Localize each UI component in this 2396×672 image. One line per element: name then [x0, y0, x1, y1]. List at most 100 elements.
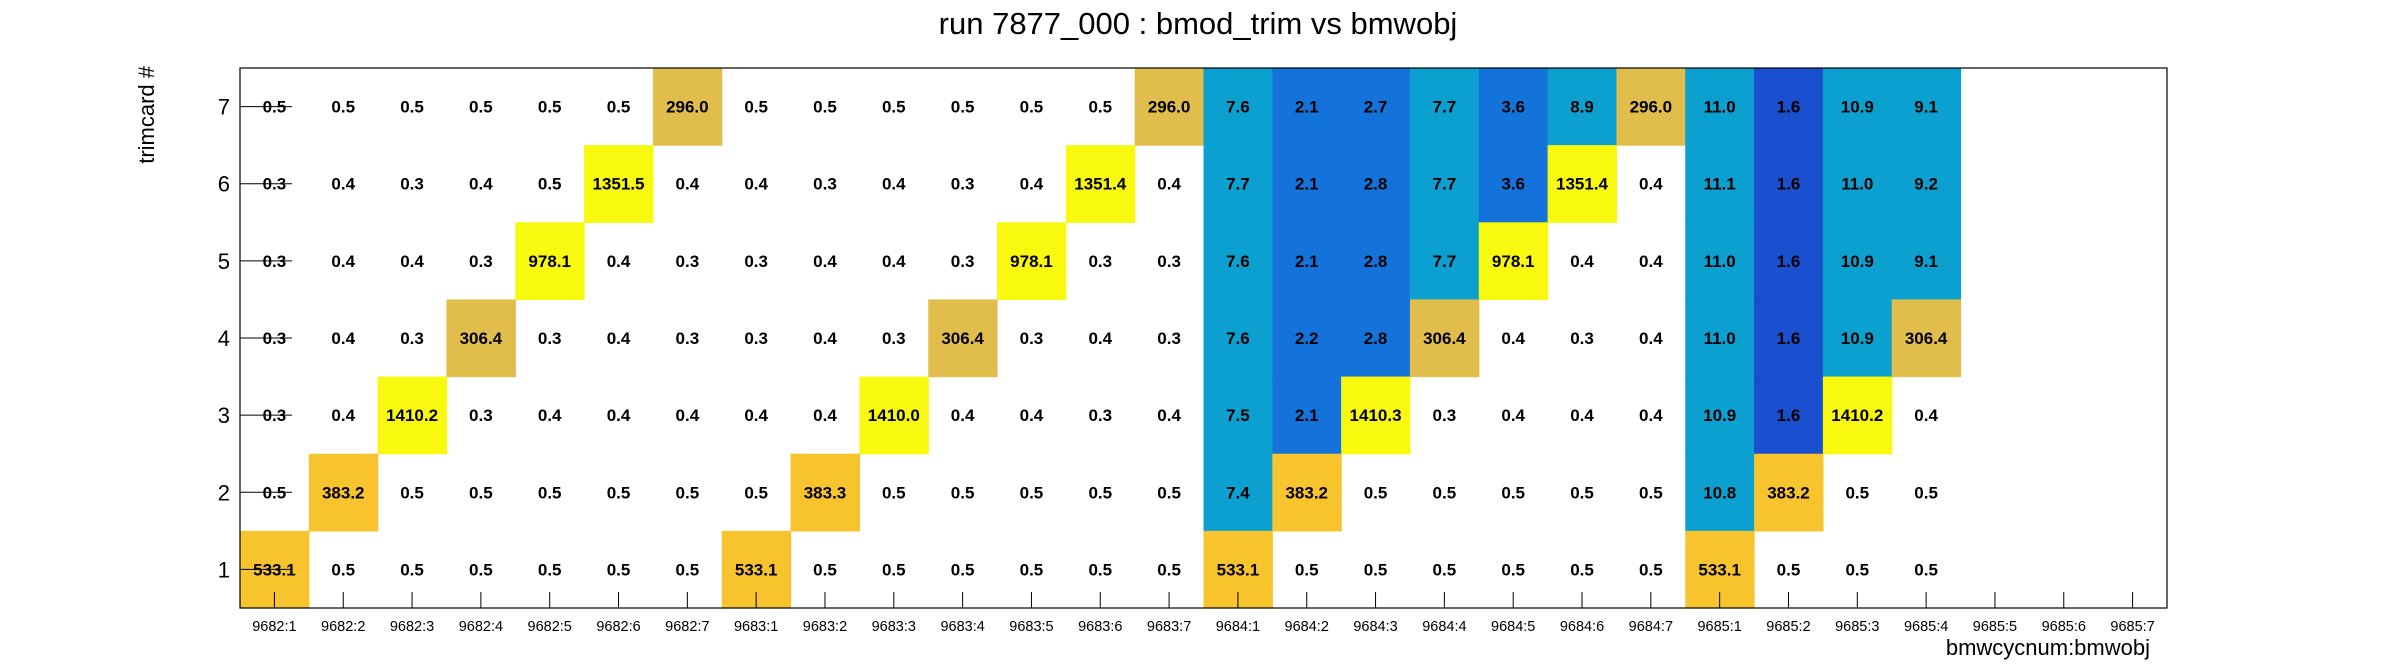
heatmap-cell — [1272, 299, 1342, 378]
heatmap-cell — [446, 299, 516, 378]
cell-value-label: 0.3 — [469, 406, 493, 425]
cell-value-label: 383.3 — [804, 483, 847, 502]
heatmap-cell — [1822, 145, 1893, 223]
cell-value-label: 306.4 — [460, 329, 503, 348]
cell-value-label: 0.3 — [676, 252, 700, 271]
cell-value-label: 0.5 — [1364, 483, 1388, 502]
cell-value-label: 0.5 — [1364, 560, 1388, 579]
cell-value-label: 0.5 — [400, 98, 424, 117]
cell-value-label: 0.5 — [607, 98, 631, 117]
cell-value-label: 0.5 — [331, 560, 355, 579]
cell-value-label: 0.4 — [1639, 175, 1663, 194]
cell-value-label: 0.4 — [744, 175, 768, 194]
heatmap-cell — [1685, 68, 1755, 146]
heatmap-cell — [515, 222, 585, 301]
cell-value-label: 0.4 — [744, 406, 768, 425]
heatmap-cell — [1203, 68, 1273, 146]
cell-value-label: 7.6 — [1226, 329, 1250, 348]
heatmap-cell — [1203, 376, 1273, 455]
cell-value-label: 0.4 — [882, 175, 906, 194]
heatmap-cell — [1272, 453, 1342, 532]
cell-value-label: 0.5 — [1088, 98, 1112, 117]
cell-value-label: 0.5 — [469, 560, 493, 579]
cell-value-label: 0.3 — [744, 329, 768, 348]
x-tick-label: 9683:4 — [940, 619, 984, 635]
heatmap-cell — [1547, 68, 1618, 146]
x-tick-label: 9683:7 — [1147, 619, 1191, 635]
cell-value-label: 2.8 — [1364, 175, 1388, 194]
heatmap-cell — [1272, 68, 1342, 146]
heatmap-cell — [859, 376, 929, 455]
x-tick-label: 9684:6 — [1560, 619, 1604, 635]
cell-value-label: 1410.2 — [1831, 406, 1883, 425]
cell-value-label: 0.3 — [538, 329, 562, 348]
y-tick-label: 6 — [218, 172, 230, 197]
x-tick-label: 9684:5 — [1491, 619, 1535, 635]
cell-value-label: 0.5 — [1845, 560, 1869, 579]
cell-value-label: 0.4 — [1570, 406, 1594, 425]
heatmap-cell — [1754, 145, 1824, 223]
heatmap-cell — [1478, 145, 1549, 223]
heatmap-cell — [997, 222, 1067, 301]
cell-value-label: 2.1 — [1295, 406, 1319, 425]
cell-value-label: 11.1 — [1704, 175, 1736, 194]
x-tick-label: 9685:5 — [1973, 619, 2017, 635]
heatmap-cell — [1685, 222, 1755, 301]
y-tick-label: 4 — [218, 326, 230, 351]
x-tick-label: 9684:4 — [1422, 619, 1466, 635]
cell-value-label: 11.0 — [1841, 175, 1873, 194]
cell-value-label: 383.2 — [322, 483, 365, 502]
cell-value-label: 296.0 — [666, 98, 709, 117]
cell-value-label: 7.5 — [1226, 406, 1250, 425]
cell-value-label: 7.6 — [1226, 252, 1250, 271]
cell-value-label: 0.3 — [400, 175, 424, 194]
x-tick-label: 9685:4 — [1904, 619, 1948, 635]
cell-value-label: 11.0 — [1704, 329, 1736, 348]
cell-value-label: 0.4 — [469, 175, 493, 194]
heatmap-cell — [1754, 222, 1824, 301]
y-tick-label: 7 — [218, 95, 230, 120]
cell-value-label: 2.2 — [1295, 329, 1319, 348]
cell-value-label: 0.4 — [331, 175, 355, 194]
cell-value-label: 0.5 — [1020, 483, 1044, 502]
cell-value-label: 0.5 — [1088, 560, 1112, 579]
heatmap-cell — [1341, 68, 1411, 146]
cell-value-label: 0.5 — [469, 483, 493, 502]
cell-value-label: 0.3 — [744, 252, 768, 271]
heatmap-cell — [1203, 453, 1273, 532]
cell-value-label: 11.0 — [1704, 98, 1736, 117]
cell-value-label: 383.2 — [1285, 483, 1328, 502]
cell-value-label: 0.5 — [676, 483, 700, 502]
heatmap-cell — [1272, 222, 1342, 301]
cell-value-label: 11.0 — [1704, 252, 1736, 271]
heatmap-cell — [1616, 68, 1686, 146]
cell-value-label: 0.3 — [1157, 252, 1181, 271]
heatmap-cell — [1341, 299, 1411, 378]
cell-value-label: 978.1 — [1492, 252, 1535, 271]
cell-value-label: 7.7 — [1226, 175, 1250, 194]
x-tick-label: 9682:1 — [252, 619, 296, 635]
cell-value-label: 0.5 — [882, 483, 906, 502]
cell-value-label: 0.4 — [1501, 329, 1525, 348]
cell-value-label: 0.5 — [1639, 483, 1663, 502]
heatmap-cell — [1409, 68, 1480, 146]
cell-value-label: 0.5 — [882, 98, 906, 117]
cell-value-label: 0.4 — [676, 175, 700, 194]
heatmap-cell — [1065, 145, 1136, 223]
cell-value-label: 0.4 — [882, 252, 906, 271]
heatmap-cell — [1822, 222, 1893, 301]
cell-value-label: 0.5 — [813, 560, 837, 579]
cell-value-label: 1.6 — [1777, 406, 1801, 425]
cell-value-label: 296.0 — [1148, 98, 1191, 117]
cell-value-label: 9.1 — [1914, 252, 1938, 271]
cell-value-label: 1.6 — [1777, 175, 1801, 194]
heatmap-cell — [1547, 145, 1618, 223]
heatmap-cell — [1478, 68, 1549, 146]
y-axis: 1 2 3 4 5 6 7 — [218, 95, 292, 582]
heatmap-cell — [584, 145, 654, 223]
x-tick-label: 9685:7 — [2110, 619, 2154, 635]
cell-value-label: 0.4 — [1570, 252, 1594, 271]
cell-value-label: 7.7 — [1433, 175, 1457, 194]
heatmap-cell — [1272, 376, 1342, 455]
cell-value-label: 0.4 — [607, 252, 631, 271]
